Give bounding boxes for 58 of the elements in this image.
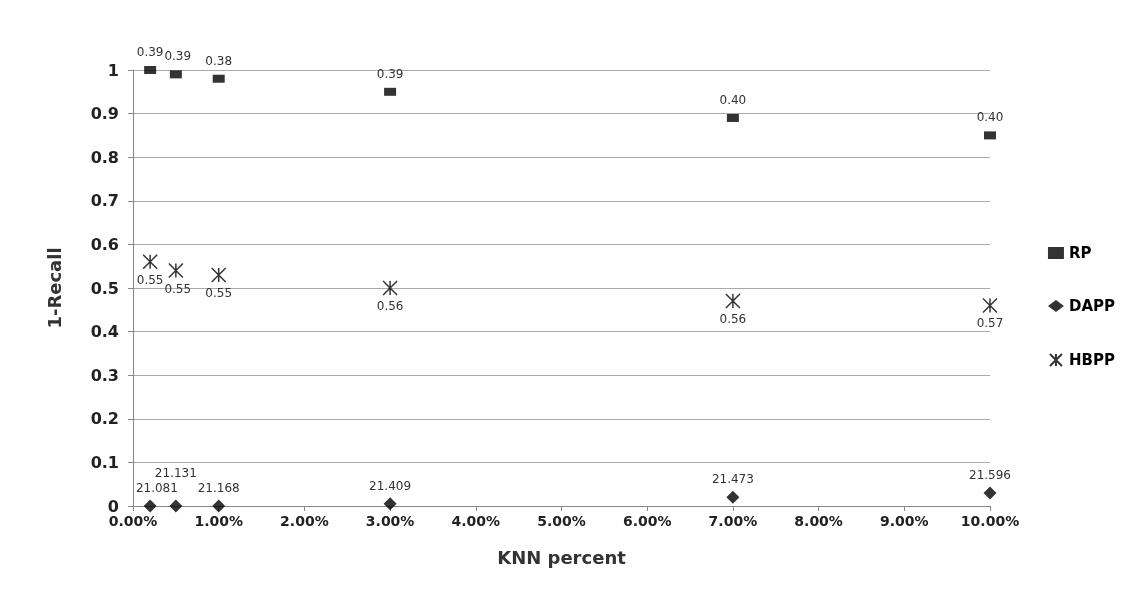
point bbox=[143, 499, 157, 513]
x-tick-label: 4.00% bbox=[451, 513, 501, 529]
y-tick-label: 0.1 bbox=[90, 452, 119, 472]
point bbox=[168, 262, 184, 279]
x-tick-label: 3.00% bbox=[365, 513, 415, 529]
x-tick-label: 7.00% bbox=[708, 513, 758, 529]
point bbox=[984, 131, 996, 140]
annotation: 0.57 bbox=[976, 316, 1004, 331]
annotation: 21.081 bbox=[135, 481, 178, 495]
point bbox=[142, 254, 158, 270]
y-tick-label: 1 bbox=[107, 60, 119, 80]
y-tick-label: 0.7 bbox=[90, 191, 119, 211]
y-tick-label: 0.5 bbox=[90, 278, 119, 298]
y-tick-label: 0.6 bbox=[90, 234, 119, 254]
y-tick-label: 0.2 bbox=[90, 409, 119, 429]
y-tick-label: 0.4 bbox=[90, 322, 119, 342]
annotation: 0.39 bbox=[164, 49, 192, 64]
legend-label: RP bbox=[1068, 244, 1092, 262]
annotation: 21.409 bbox=[369, 478, 412, 493]
x-tick-label: 1.00% bbox=[194, 513, 243, 529]
annotation: 0.55 bbox=[205, 285, 233, 300]
x-tick-label: 6.00% bbox=[622, 513, 672, 529]
x-tick-label: 8.00% bbox=[794, 513, 843, 529]
x-tick-label: 0.00% bbox=[108, 513, 158, 529]
annotation: 0.38 bbox=[205, 53, 233, 68]
annotation: 21.168 bbox=[197, 481, 240, 495]
point bbox=[983, 486, 997, 500]
point bbox=[382, 280, 398, 296]
annotation: 21.596 bbox=[969, 467, 1011, 482]
annotation: 0.56 bbox=[719, 312, 747, 327]
annotation: 21.473 bbox=[711, 472, 754, 487]
point bbox=[726, 490, 740, 504]
x-tick-label: 5.00% bbox=[537, 513, 586, 529]
point bbox=[383, 497, 397, 511]
y-tick-label: 0.8 bbox=[90, 147, 119, 167]
y-tick-label: 0.9 bbox=[90, 104, 119, 124]
legend-label: HBPP bbox=[1068, 351, 1115, 369]
point bbox=[212, 499, 226, 513]
y-tick-label: 0 bbox=[107, 496, 119, 516]
annotation: 0.40 bbox=[719, 92, 747, 107]
x-tick-label: 10.00% bbox=[960, 513, 1020, 529]
point bbox=[725, 293, 741, 309]
legend-label: DAPP bbox=[1068, 297, 1116, 315]
x-tick-label: 2.00% bbox=[280, 513, 329, 529]
x-tick-label: 9.00% bbox=[880, 513, 929, 529]
point bbox=[210, 267, 227, 283]
annotation: 0.40 bbox=[976, 110, 1004, 125]
y-axis-title: 1-Recall bbox=[43, 247, 65, 329]
x-axis-title: KNN percent bbox=[497, 546, 627, 568]
annotation: 21.131 bbox=[154, 466, 197, 480]
annotation: 0.39 bbox=[136, 45, 164, 59]
point bbox=[169, 499, 183, 513]
point bbox=[982, 297, 998, 314]
annotation: 0.39 bbox=[376, 66, 404, 81]
annotation: 0.56 bbox=[376, 299, 404, 313]
annotation: 0.55 bbox=[164, 281, 192, 296]
annotation: 0.55 bbox=[136, 272, 164, 287]
y-tick-label: 0.3 bbox=[90, 365, 119, 385]
